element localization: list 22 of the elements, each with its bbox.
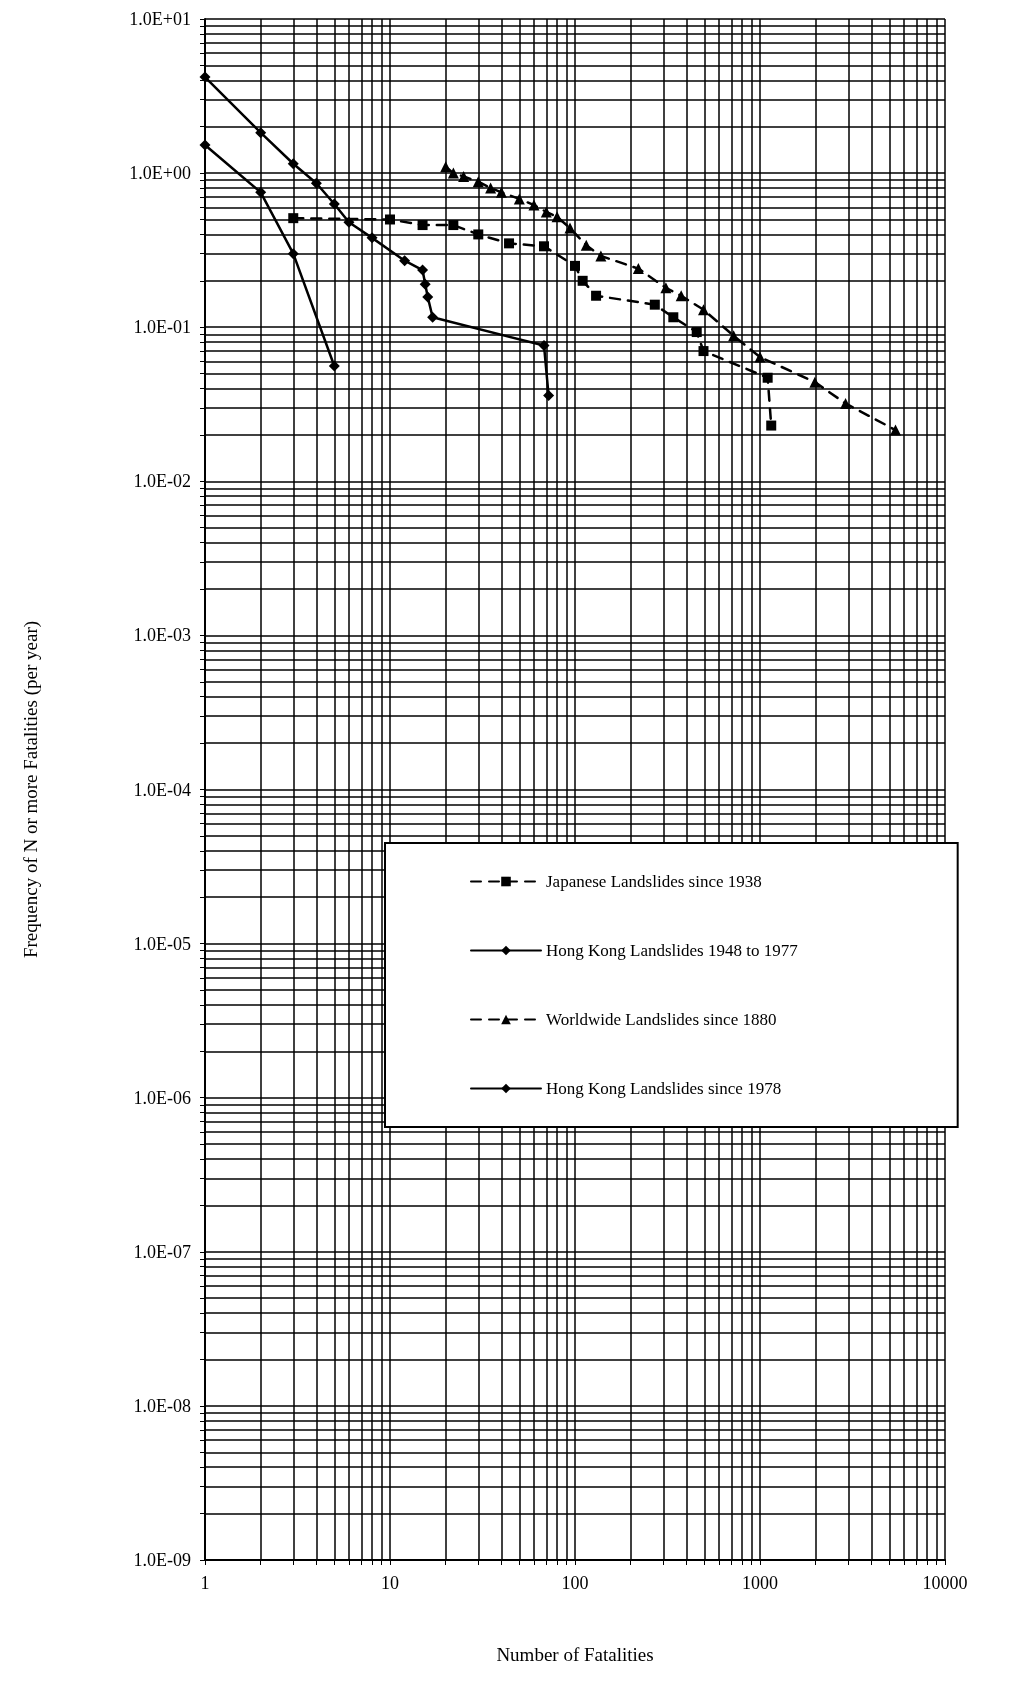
x-axis-title: Number of Fatalities	[496, 1644, 654, 1665]
y-tick-label: 1.0E-03	[133, 625, 191, 646]
y-tick-label: 1.0E-05	[133, 933, 191, 954]
x-tick-label: 1000	[742, 1573, 778, 1593]
x-tick-label: 100	[561, 1573, 589, 1593]
legend-label: Hong Kong Landslides since 1978	[546, 1079, 782, 1098]
y-tick-label: 1.0E-08	[133, 1395, 191, 1416]
legend-label: Worldwide Landslides since 1880	[546, 1010, 777, 1029]
legend-label: Hong Kong Landslides 1948 to 1977	[546, 941, 799, 960]
y-axis-title: Frequency of N or more Fatalities (per year)	[20, 620, 42, 959]
x-tick-label: 1	[200, 1573, 210, 1593]
y-tick-label: 1.0E-06	[133, 1087, 191, 1108]
legend-label: Japanese Landslides since 1938	[546, 872, 762, 891]
y-tick-label: 1.0E-01	[133, 317, 191, 338]
y-tick-label: 1.0E-02	[133, 471, 191, 492]
y-tick-label: 1.0E+01	[129, 9, 191, 29]
x-tick-label: 10000	[922, 1573, 968, 1593]
y-tick-label: 1.0E-07	[133, 1241, 191, 1262]
y-tick-label: 1.0E-09	[133, 1550, 191, 1570]
y-tick-label: 1.0E-04	[133, 779, 191, 800]
y-tick-label: 1.0E+00	[129, 163, 191, 184]
x-tick-label: 10	[381, 1573, 399, 1593]
